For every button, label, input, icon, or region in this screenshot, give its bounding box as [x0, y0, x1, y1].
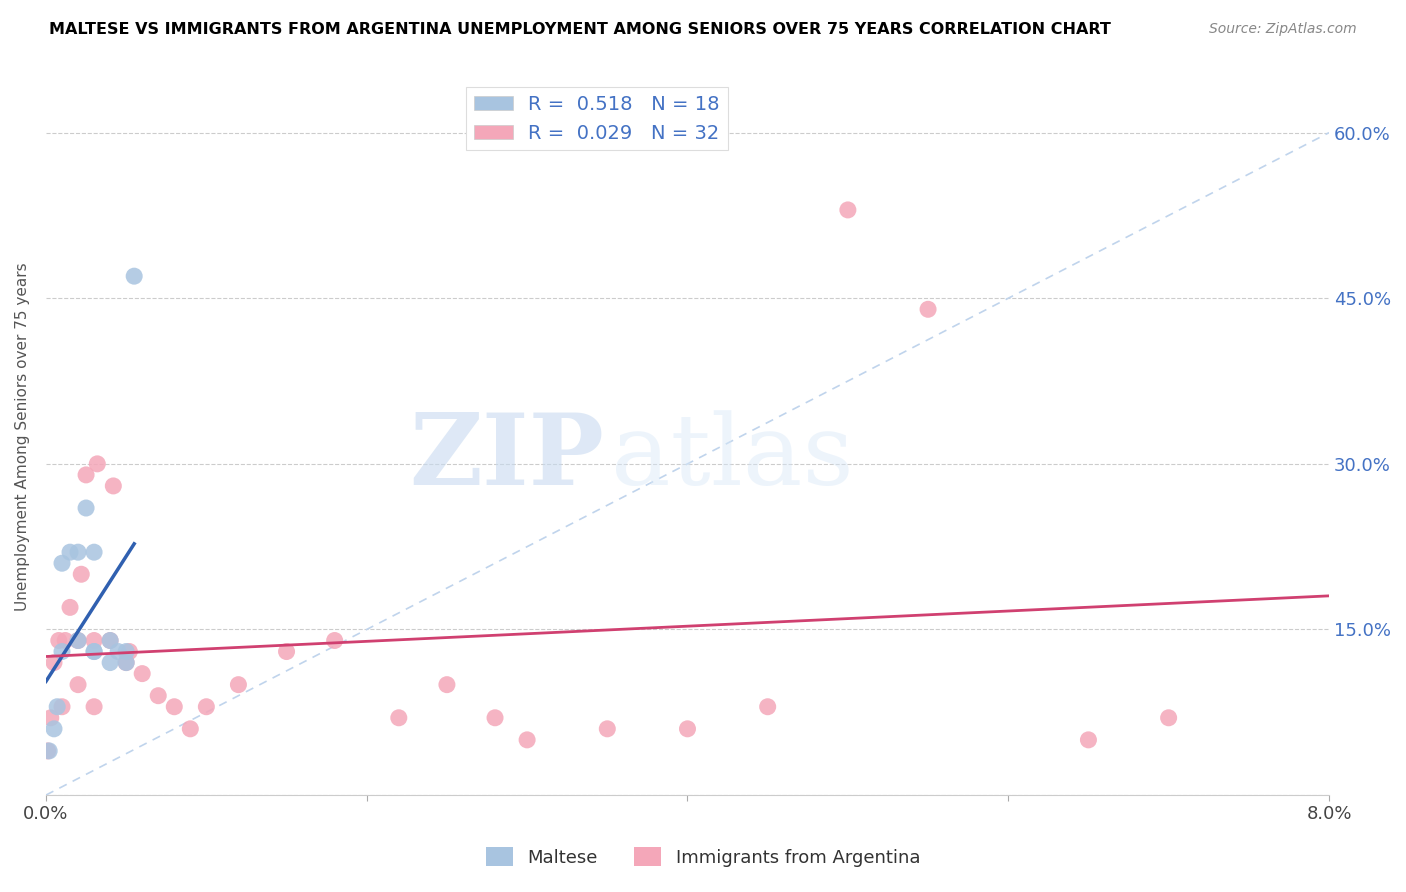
Point [323, 633, 346, 648]
Point [148, 689, 170, 703]
Point [39, 711, 62, 725]
Point [38, 744, 60, 758]
Text: MALTESE VS IMMIGRANTS FROM ARGENTINA UNEMPLOYMENT AMONG SENIORS OVER 75 YEARS CO: MALTESE VS IMMIGRANTS FROM ARGENTINA UNE… [49, 22, 1111, 37]
Point [70, 567, 93, 582]
Point [98, 633, 121, 648]
Point [179, 722, 201, 736]
Point [48, 633, 70, 648]
Point [83, 644, 105, 658]
Point [53, 633, 76, 648]
Point [51, 556, 73, 570]
Point [388, 711, 411, 725]
Point [75, 501, 97, 516]
Point [115, 656, 138, 670]
Point [67, 633, 90, 648]
Point [1157, 711, 1180, 725]
Point [484, 711, 506, 725]
Point [756, 699, 779, 714]
Point [46, 699, 69, 714]
Point [163, 699, 186, 714]
Point [51, 644, 73, 658]
Point [98, 656, 121, 670]
Legend: R =  0.518   N = 18, R =  0.029   N = 32: R = 0.518 N = 18, R = 0.029 N = 32 [467, 87, 728, 151]
Legend: Maltese, Immigrants from Argentina: Maltese, Immigrants from Argentina [479, 840, 927, 874]
Point [596, 722, 619, 736]
Point [59, 545, 82, 559]
Point [131, 666, 153, 681]
Point [122, 269, 145, 284]
Point [917, 302, 939, 317]
Point [42, 722, 65, 736]
Point [83, 644, 105, 658]
Point [118, 644, 141, 658]
Text: ZIP: ZIP [409, 409, 605, 507]
Point [837, 202, 859, 217]
Point [86, 457, 108, 471]
Y-axis label: Unemployment Among Seniors over 75 years: Unemployment Among Seniors over 75 years [15, 262, 30, 610]
Point [75, 467, 97, 482]
Point [83, 545, 105, 559]
Point [37, 744, 59, 758]
Point [83, 633, 105, 648]
Point [676, 722, 699, 736]
Point [59, 600, 82, 615]
Point [1077, 732, 1099, 747]
Point [42, 656, 65, 670]
Point [228, 678, 250, 692]
Point [107, 644, 129, 658]
Point [67, 678, 90, 692]
Point [67, 633, 90, 648]
Point [83, 699, 105, 714]
Point [98, 633, 121, 648]
Point [115, 644, 138, 658]
Text: atlas: atlas [610, 410, 853, 506]
Point [276, 644, 298, 658]
Point [115, 656, 138, 670]
Point [516, 732, 538, 747]
Point [436, 678, 458, 692]
Point [51, 699, 73, 714]
Text: Source: ZipAtlas.com: Source: ZipAtlas.com [1209, 22, 1357, 37]
Point [67, 545, 90, 559]
Point [103, 479, 125, 493]
Point [195, 699, 218, 714]
